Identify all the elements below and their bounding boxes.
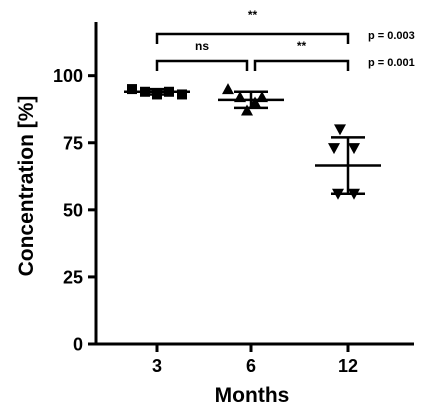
data-point-square <box>152 89 162 100</box>
data-point-triangle-up <box>256 91 268 103</box>
data-point-triangle-down <box>328 143 340 155</box>
bracket-line <box>155 32 350 44</box>
significance-label: ** <box>297 39 307 53</box>
x-axis-title: Months <box>215 384 290 407</box>
y-tick-label: 100 <box>53 66 83 86</box>
data-point-triangle-down <box>334 124 346 136</box>
data-point-triangle-up <box>249 96 261 108</box>
significance-label: ** <box>248 8 258 22</box>
data-point-triangle-up <box>222 83 234 95</box>
y-tick-label: 50 <box>63 200 83 220</box>
data-point-triangle-down <box>348 143 360 155</box>
bracket-line <box>253 59 350 71</box>
data-point-square <box>140 86 150 97</box>
y-tick-label: 25 <box>63 267 83 287</box>
x-tick-label: 6 <box>246 356 256 376</box>
data-point-square <box>177 89 187 100</box>
p-value-label: p = 0.003 <box>368 30 415 42</box>
significance-label: ns <box>195 39 209 53</box>
y-axis-title: Concentration [%] <box>15 96 38 277</box>
y-tick-label: 0 <box>73 335 83 355</box>
data-point-triangle-down <box>348 188 360 200</box>
data-point-triangle-down <box>332 188 344 200</box>
data-point-triangle-up <box>234 91 246 103</box>
data-points <box>127 83 360 200</box>
significance-brackets: ns ** p = 0.001 ** p = 0.003 <box>155 8 415 71</box>
data-point-square <box>127 84 137 95</box>
y-tick-label: 75 <box>63 133 83 153</box>
data-point-square <box>164 86 174 97</box>
tick-labels: 0 25 50 75 100 3 6 12 <box>53 66 358 376</box>
p-value-label: p = 0.001 <box>368 57 415 69</box>
x-tick-label: 12 <box>338 356 358 376</box>
data-point-triangle-up <box>241 104 253 116</box>
bracket-line <box>155 59 249 71</box>
x-tick-label: 3 <box>152 356 162 376</box>
axes <box>88 22 414 352</box>
